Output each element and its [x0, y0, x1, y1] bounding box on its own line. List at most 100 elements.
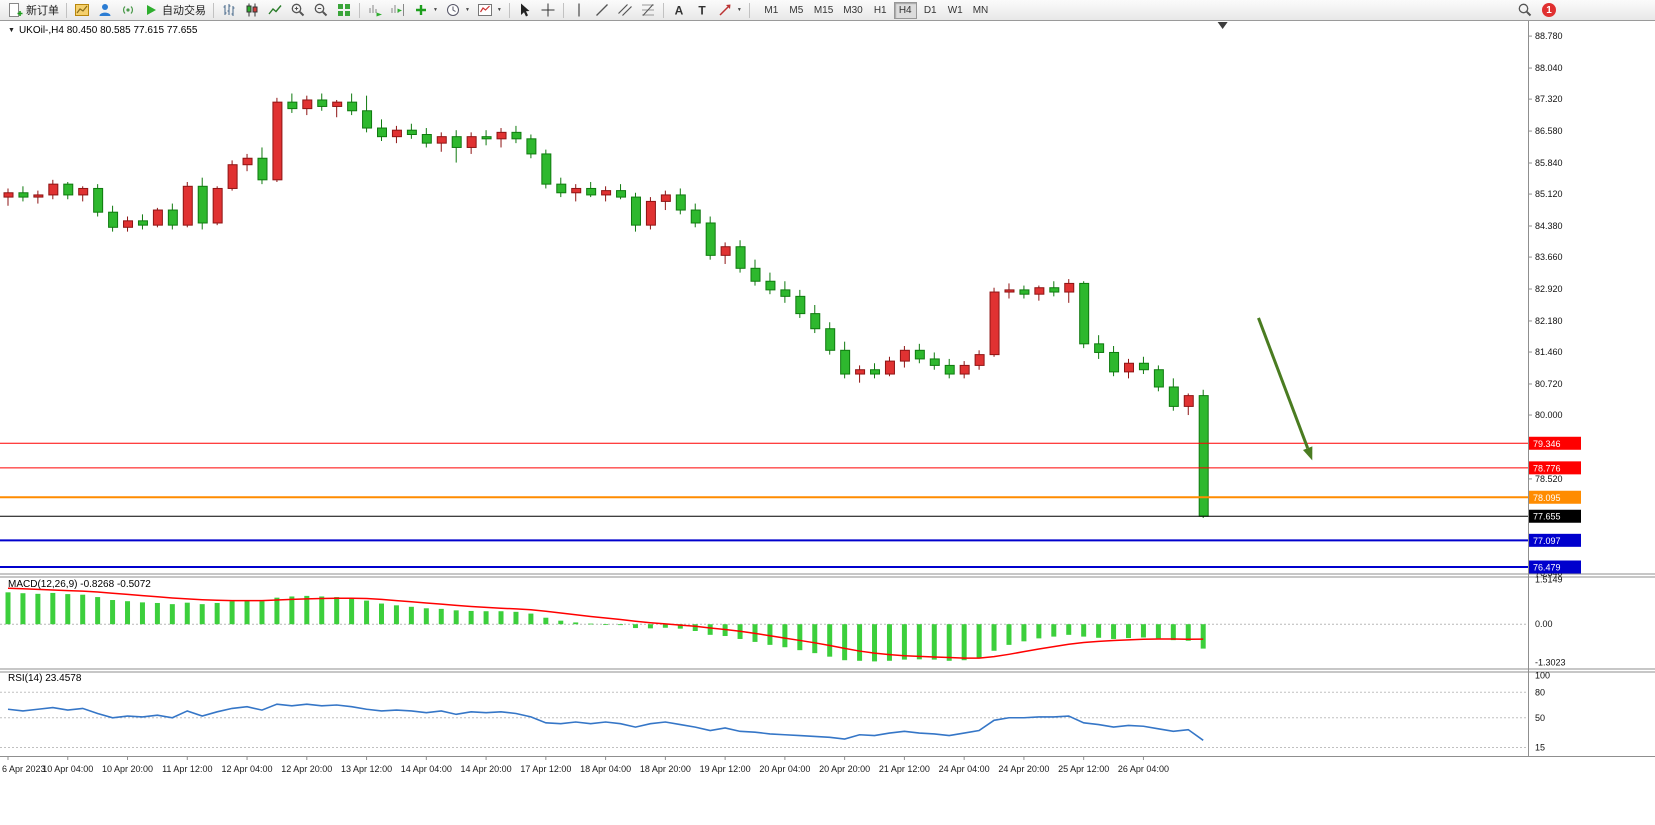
toolbar-separator: [562, 2, 564, 18]
new-order-button[interactable]: 新订单: [4, 1, 62, 20]
signals-icon: [123, 6, 133, 14]
svg-text:25 Apr 12:00: 25 Apr 12:00: [1058, 764, 1109, 774]
svg-text:85.120: 85.120: [1535, 189, 1563, 199]
new-order-icon: [9, 3, 23, 17]
auto-scroll-button[interactable]: [364, 1, 386, 20]
chart-shift-icon: [391, 4, 404, 16]
profile-button[interactable]: [94, 1, 116, 20]
text-tool-glyph: A: [675, 4, 684, 18]
timeframe-H4[interactable]: H4: [893, 1, 917, 19]
timeframe-M30[interactable]: M30: [839, 2, 866, 19]
svg-text:84.380: 84.380: [1535, 221, 1563, 231]
chart-menu-arrow[interactable]: ▼: [8, 27, 15, 34]
svg-text:13 Apr 12:00: 13 Apr 12:00: [341, 764, 392, 774]
svg-text:26 Apr 04:00: 26 Apr 04:00: [1118, 764, 1169, 774]
vertical-line-icon: [578, 3, 580, 17]
trendline-tool-button[interactable]: [591, 1, 613, 20]
cursor-icon: [520, 3, 530, 17]
trendline-icon: [595, 4, 608, 16]
svg-text:1.5149: 1.5149: [1535, 575, 1563, 585]
chevron-down-icon: ▼: [496, 7, 502, 13]
candlestick-icon: [246, 3, 258, 17]
svg-text:78.776: 78.776: [1533, 463, 1561, 473]
svg-text:78.520: 78.520: [1535, 474, 1563, 484]
svg-text:79.346: 79.346: [1533, 439, 1561, 449]
toolbar-separator: [213, 2, 214, 18]
cursor-button[interactable]: [514, 1, 536, 20]
vertical-line-tool-button[interactable]: [568, 1, 590, 20]
svg-text:17 Apr 12:00: 17 Apr 12:00: [520, 764, 571, 774]
timeframe-D1[interactable]: D1: [919, 2, 942, 19]
new-chart-button[interactable]: [71, 1, 93, 20]
svg-text:12 Apr 20:00: 12 Apr 20:00: [281, 764, 332, 774]
equidistant-channel-icon: [617, 4, 632, 16]
svg-text:78.095: 78.095: [1533, 493, 1561, 503]
arrow-object-icon: [719, 4, 731, 16]
signals-button[interactable]: [117, 1, 139, 20]
toolbar-separator: [508, 2, 510, 18]
zoom-in-button[interactable]: [287, 1, 309, 20]
svg-text:76.479: 76.479: [1533, 563, 1561, 573]
svg-text:80.000: 80.000: [1535, 410, 1563, 420]
zoom-out-icon: [314, 3, 328, 17]
svg-text:83.660: 83.660: [1535, 252, 1563, 262]
price-chart[interactable]: 88.780 88.040 87.320 86.580 85.840 85.120 84.3…: [0, 21, 1655, 825]
channel-tool-button[interactable]: [614, 1, 636, 20]
macd-label: MACD(12,26,9) -0.8268 -0.5072: [8, 579, 151, 590]
zoom-out-button[interactable]: [310, 1, 332, 20]
tile-windows-button[interactable]: [333, 1, 355, 20]
profile-icon: [99, 4, 111, 16]
svg-text:80: 80: [1535, 687, 1545, 697]
new-chart-icon: [75, 4, 89, 16]
svg-text:19 Apr 12:00: 19 Apr 12:00: [700, 764, 751, 774]
crosshair-button[interactable]: [537, 1, 559, 20]
toolbar-separator: [359, 2, 360, 18]
tile-windows-icon: [338, 4, 350, 16]
text-tool-button[interactable]: A: [668, 1, 690, 20]
chevron-down-icon: ▼: [736, 7, 742, 13]
label-tool-icon: T: [698, 4, 706, 18]
timeframe-M5[interactable]: M5: [785, 2, 808, 19]
svg-text:14 Apr 04:00: 14 Apr 04:00: [401, 764, 452, 774]
svg-text:80.720: 80.720: [1535, 379, 1563, 389]
svg-text:88.040: 88.040: [1535, 63, 1563, 73]
svg-text:87.320: 87.320: [1535, 94, 1563, 104]
timeframe-W1[interactable]: W1: [944, 2, 967, 19]
chart-shift-button[interactable]: [387, 1, 409, 20]
add-indicator-button[interactable]: ▼: [410, 1, 441, 20]
timeframe-M1[interactable]: M1: [760, 2, 783, 19]
svg-text:100: 100: [1535, 670, 1550, 680]
autotrading-label: 自动交易: [162, 5, 206, 17]
toolbar: 新订单 自动交易: [0, 0, 1655, 21]
notification-badge[interactable]: 1: [1542, 3, 1556, 17]
svg-text:81.460: 81.460: [1535, 347, 1563, 357]
periods-button[interactable]: ▼: [442, 1, 473, 20]
svg-text:20 Apr 20:00: 20 Apr 20:00: [819, 764, 870, 774]
search-button[interactable]: [1514, 1, 1536, 20]
auto-scroll-icon: [369, 5, 382, 17]
svg-text:-1.3023: -1.3023: [1535, 658, 1566, 668]
chevron-down-icon: ▼: [433, 7, 438, 13]
chart-symbol-label-row: ▼ UKOil-,H4 80.450 80.585 77.615 77.655: [8, 25, 197, 36]
timeframe-H1[interactable]: H1: [869, 2, 892, 19]
svg-text:21 Apr 12:00: 21 Apr 12:00: [879, 764, 930, 774]
rsi-label: RSI(14) 23.4578: [8, 673, 82, 684]
svg-text:10 Apr 20:00: 10 Apr 20:00: [102, 764, 153, 774]
candlestick-chart-button[interactable]: [241, 1, 263, 20]
autotrading-button[interactable]: 自动交易: [140, 1, 209, 20]
svg-text:14 Apr 20:00: 14 Apr 20:00: [461, 764, 512, 774]
timeframe-M15[interactable]: M15: [810, 2, 837, 19]
add-indicator-plus-icon: [416, 5, 426, 15]
svg-text:12 Apr 04:00: 12 Apr 04:00: [222, 764, 273, 774]
timeframe-MN[interactable]: MN: [969, 2, 993, 19]
line-chart-button[interactable]: [264, 1, 286, 20]
arrows-tool-button[interactable]: ▼: [714, 1, 745, 20]
label-tool-button[interactable]: T: [691, 1, 713, 20]
template-button[interactable]: ▼: [474, 1, 505, 20]
svg-text:24 Apr 04:00: 24 Apr 04:00: [939, 764, 990, 774]
fibonacci-tool-button[interactable]: [637, 1, 659, 20]
bar-chart-button[interactable]: [218, 1, 240, 20]
svg-text:10 Apr 04:00: 10 Apr 04:00: [42, 764, 93, 774]
svg-text:82.180: 82.180: [1535, 316, 1563, 326]
toolbar-right-group: 1: [1514, 1, 1556, 20]
